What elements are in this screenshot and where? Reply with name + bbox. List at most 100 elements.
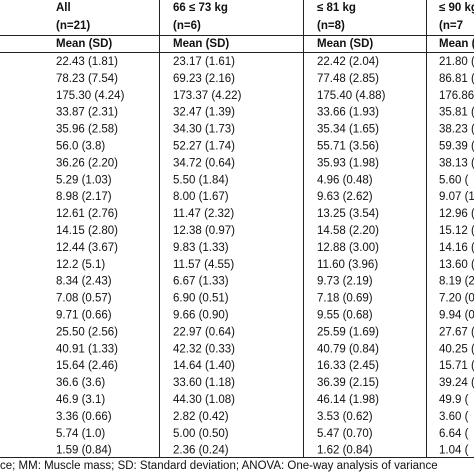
cell: 2.36 (0.24) (173, 445, 229, 457)
cell: 9.63 (2.62) (317, 191, 373, 203)
header-cell: (n=6) (173, 20, 201, 32)
cell: 25.59 (1.69) (317, 326, 379, 338)
cell: 175.40 (4.88) (317, 90, 386, 102)
cell: 35.96 (2.58) (56, 124, 118, 136)
cell: 7.18 (0.69) (317, 293, 373, 305)
cell: 69.23 (2.16) (173, 73, 235, 85)
cell: 46.14 (1.98) (317, 394, 379, 406)
cell: 6.64 ( (439, 428, 469, 440)
cell: 12.38 (0.97) (173, 225, 235, 237)
cell: 14.64 (1.40) (173, 360, 235, 372)
cell: 14.58 (2.20) (317, 225, 379, 237)
cell: 1.62 (0.84) (317, 445, 373, 457)
cell: 11.60 (3.96) (317, 259, 378, 271)
header-cell: Mean (SD) (173, 38, 229, 50)
cell: 9.94 (0 (439, 310, 474, 322)
cell: 44.30 (1.08) (173, 394, 235, 406)
cell: 35.81 ( (439, 107, 474, 119)
cell: 5.47 (0.70) (317, 428, 373, 440)
cell: 33.87 (2.31) (56, 107, 118, 119)
cell: 12.88 (3.00) (317, 242, 379, 254)
cell: 15.64 (2.46) (56, 360, 118, 372)
cell: 52.27 (1.74) (173, 141, 235, 153)
cell: 34.72 (0.64) (173, 157, 235, 169)
cell: 8.00 (1.67) (173, 191, 229, 203)
cell: 55.71 (3.56) (317, 141, 379, 153)
cell: 3.60 ( (439, 411, 469, 423)
cell: 25.50 (2.56) (56, 326, 118, 338)
cell: 12.44 (3.67) (56, 242, 118, 254)
header-cell: 66 ≤ 73 kg (173, 2, 228, 14)
cell: 23.17 (1.61) (173, 56, 235, 68)
cell: 5.74 (1.0) (56, 428, 105, 440)
cell: 86.81 ( (439, 73, 474, 85)
cell: 4.96 (0.48) (317, 174, 373, 186)
cell: 40.79 (0.84) (317, 343, 379, 355)
cell: 8.34 (2.43) (56, 276, 112, 288)
cell: 40.25 ( (439, 343, 474, 355)
cell: 5.29 (1.03) (56, 174, 112, 186)
cell: 1.59 (0.84) (56, 445, 112, 457)
header-cell: ≤ 81 kg (317, 2, 356, 14)
cell: 35.93 (1.98) (317, 157, 379, 169)
cell: 49.9 ( (439, 394, 469, 406)
cell: 11.57 (4.55) (173, 259, 234, 271)
cell: 11.47 (2.32) (173, 208, 234, 220)
cell: 9.07 (1 (439, 191, 474, 203)
cell: 33.66 (1.93) (317, 107, 379, 119)
cell: 12.96 ( (439, 208, 474, 220)
cell: 33.60 (1.18) (173, 377, 235, 389)
header-cell: Mean ( (439, 38, 474, 50)
cell: 77.48 (2.85) (317, 73, 379, 85)
cell: 40.91 (1.33) (56, 343, 118, 355)
header-cell: ≤ 90 kg (439, 2, 474, 14)
cell: 42.32 (0.33) (173, 343, 235, 355)
cell: 7.08 (0.57) (56, 293, 112, 305)
header-cell: Mean (SD) (317, 38, 373, 50)
cell: 3.36 (0.66) (56, 411, 112, 423)
cell: 35.34 (1.65) (317, 124, 379, 136)
cell: 21.80 ( (439, 56, 474, 68)
cell: 3.53 (0.62) (317, 411, 373, 423)
cell: 6.90 (0.51) (173, 293, 229, 305)
cell: 22.43 (1.81) (56, 56, 118, 68)
cell: 59.39 ( (439, 141, 474, 153)
cell: 6.67 (1.33) (173, 276, 229, 288)
cell: 36.6 (3.6) (56, 377, 105, 389)
cell: 12.2 (5.1) (56, 259, 105, 271)
header-cell: (n=21) (56, 20, 90, 32)
cell: 8.98 (2.17) (56, 191, 112, 203)
cell: 176.86 (439, 90, 474, 102)
cell: 5.00 (0.50) (173, 428, 229, 440)
cell: 8.19 (2 (439, 276, 474, 288)
cell: 14.15 (2.80) (56, 225, 118, 237)
cell: 2.82 (0.42) (173, 411, 229, 423)
cell: 46.9 (3.1) (56, 394, 105, 406)
cell: 15.71 ( (439, 360, 474, 372)
cell: 14.16 ( (439, 242, 474, 254)
cell: 5.60 ( (439, 174, 469, 186)
cell: 22.97 (0.64) (173, 326, 235, 338)
cell: 173.37 (4.22) (173, 90, 242, 102)
cell: 36.26 (2.20) (56, 157, 118, 169)
cell: 175.30 (4.24) (56, 90, 125, 102)
cell: 9.66 (0.90) (173, 310, 229, 322)
cell: 32.47 (1.39) (173, 107, 235, 119)
footnote: ce; MM: Muscle mass; SD: Standard deviat… (0, 460, 438, 472)
cell: 39.24 ( (439, 377, 474, 389)
header-cell: (n=7 (439, 20, 463, 32)
cell: 16.33 (2.45) (317, 360, 379, 372)
cell: 5.50 (1.84) (173, 174, 229, 186)
cell: 56.0 (3.8) (56, 141, 105, 153)
cell: 9.73 (2.19) (317, 276, 373, 288)
header-cell: (n=8) (317, 20, 345, 32)
cell: 38.23 ( (439, 124, 474, 136)
cell: 1.04 ( (439, 445, 469, 457)
cell: 7.20 (0 (439, 293, 474, 305)
cell: 9.71 (0.66) (56, 310, 112, 322)
header-cell: All (56, 2, 71, 14)
cell: 22.42 (2.04) (317, 56, 379, 68)
cell: 78.23 (7.54) (56, 73, 118, 85)
cell: 38.13 ( (439, 157, 474, 169)
